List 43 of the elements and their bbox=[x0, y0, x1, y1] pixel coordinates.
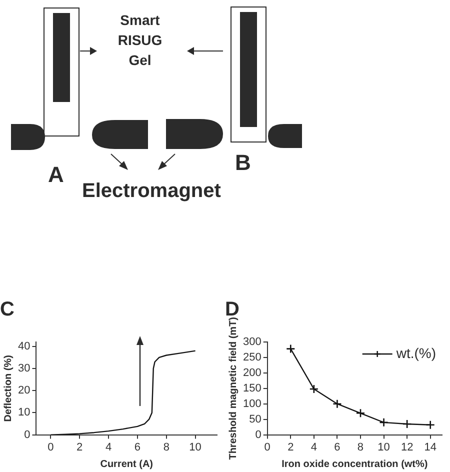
y-axis-title: Threshold magnetic field (mT) bbox=[228, 317, 239, 460]
y-axis-title: Deflection (%) bbox=[2, 355, 14, 422]
y-tick-label: 200 bbox=[242, 366, 262, 379]
point bbox=[286, 344, 296, 354]
text: Smart RISUG Gel bbox=[116, 11, 164, 70]
x-tick-label: 10 bbox=[378, 441, 390, 454]
point bbox=[426, 420, 436, 430]
y-tick-label: 50 bbox=[249, 413, 262, 426]
point bbox=[332, 399, 342, 409]
x-tick-label: 4 bbox=[310, 441, 317, 454]
text: Electromagnet bbox=[82, 180, 221, 203]
x-tick-label: 6 bbox=[134, 441, 141, 454]
y-tick-label: 300 bbox=[242, 336, 262, 348]
x-tick-label: 0 bbox=[264, 441, 270, 454]
point bbox=[402, 419, 412, 429]
x-tick-label: 8 bbox=[357, 441, 364, 454]
x-tick-label: 2 bbox=[288, 441, 294, 454]
x-axis-title: Current (A) bbox=[100, 458, 154, 470]
y-tick-label: 10 bbox=[18, 406, 30, 419]
x-tick-label: 2 bbox=[76, 441, 83, 454]
y-tick-label: 40 bbox=[18, 340, 30, 352]
legend-label: wt.(%) bbox=[395, 344, 436, 361]
point bbox=[379, 418, 388, 428]
x-tick-label: 14 bbox=[424, 441, 436, 454]
text: A bbox=[48, 162, 64, 188]
x-tick-label: 8 bbox=[163, 441, 170, 454]
y-tick-label: 250 bbox=[242, 352, 262, 364]
y-tick-label: 20 bbox=[18, 384, 30, 397]
x-tick-label: 10 bbox=[189, 441, 202, 454]
text: B bbox=[235, 150, 251, 176]
x-tick-label: 0 bbox=[48, 441, 54, 454]
x-axis-title: Iron oxide concentration (wt%) bbox=[282, 458, 428, 470]
y-tick-label: 100 bbox=[242, 398, 262, 410]
x-tick-label: 6 bbox=[334, 441, 340, 454]
point bbox=[309, 384, 319, 394]
y-tick-label: 150 bbox=[242, 382, 262, 394]
y-tick-label: 0 bbox=[24, 428, 30, 441]
x-tick-label: 4 bbox=[105, 441, 112, 454]
x-tick-label: 12 bbox=[400, 441, 414, 454]
y-tick-label: 0 bbox=[255, 428, 262, 441]
y-tick-label: 30 bbox=[18, 362, 30, 375]
chart-title: C bbox=[0, 298, 14, 321]
point bbox=[356, 408, 366, 418]
